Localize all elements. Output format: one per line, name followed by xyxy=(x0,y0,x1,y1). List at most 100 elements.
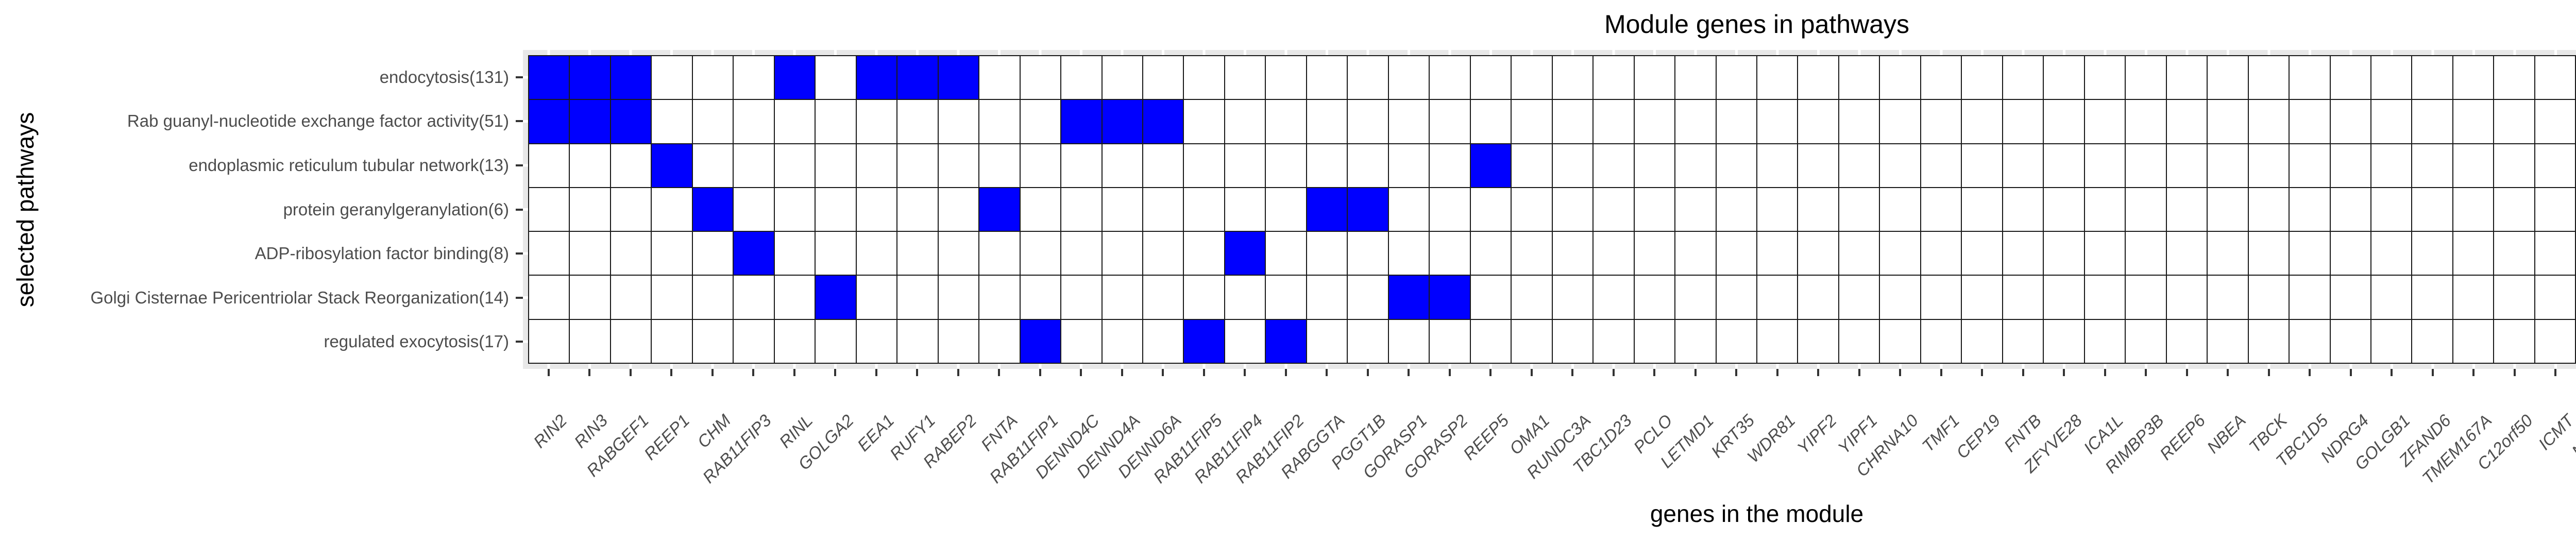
heatmap-cell xyxy=(2084,144,2126,188)
heatmap-cell xyxy=(529,319,570,364)
heatmap-cell xyxy=(1430,56,1471,100)
heatmap-cell xyxy=(1184,56,1225,100)
heatmap-cell xyxy=(2126,100,2167,144)
heatmap-cell xyxy=(1798,188,1839,232)
heatmap-cell xyxy=(1675,100,1717,144)
heatmap-cell xyxy=(1470,144,1512,188)
heatmap-cell xyxy=(1225,100,1266,144)
heatmap-cell xyxy=(1594,319,1635,364)
heatmap-cell xyxy=(2290,188,2331,232)
heatmap-cell xyxy=(1430,232,1471,276)
heatmap-cell xyxy=(1716,188,1757,232)
panel-strip-left xyxy=(523,55,528,364)
heatmap-cell xyxy=(1716,319,1757,364)
x-tick xyxy=(2349,369,2352,376)
heatmap-cell xyxy=(1225,144,1266,188)
heatmap-cell xyxy=(1388,232,1430,276)
x-tick xyxy=(916,369,919,376)
x-tick xyxy=(2063,369,2065,376)
heatmap-cell xyxy=(1102,56,1143,100)
x-tick xyxy=(957,369,959,376)
heatmap-cell xyxy=(1266,56,1307,100)
heatmap-cell xyxy=(1225,232,1266,276)
heatmap-cell xyxy=(1921,276,1962,320)
heatmap-cell xyxy=(1430,276,1471,320)
x-tick xyxy=(2554,369,2557,376)
heatmap-cell xyxy=(856,232,898,276)
heatmap-cell xyxy=(897,319,939,364)
heatmap-cell xyxy=(1552,56,1594,100)
heatmap-cell xyxy=(1880,144,1921,188)
heatmap-cell xyxy=(611,100,652,144)
heatmap-cell xyxy=(1962,188,2003,232)
heatmap-cell xyxy=(1675,144,1717,188)
heatmap-cell xyxy=(2044,188,2085,232)
heatmap-cell xyxy=(1798,100,1839,144)
gene-label: CEP19 xyxy=(1952,411,2004,463)
x-tick xyxy=(1326,369,1328,376)
heatmap-cell xyxy=(2412,319,2453,364)
heatmap-cell xyxy=(2371,100,2413,144)
heatmap-cell xyxy=(2208,232,2249,276)
heatmap-cell xyxy=(652,188,693,232)
heatmap-cell xyxy=(529,188,570,232)
heatmap-cell xyxy=(1757,188,1799,232)
heatmap-cell xyxy=(1716,100,1757,144)
y-tick xyxy=(516,164,523,166)
heatmap-cell xyxy=(2208,276,2249,320)
x-tick xyxy=(2267,369,2270,376)
heatmap-cell xyxy=(2535,188,2576,232)
heatmap-cell xyxy=(2166,232,2208,276)
heatmap-cell xyxy=(1880,232,1921,276)
heatmap-cell xyxy=(2208,319,2249,364)
heatmap-cell xyxy=(1552,232,1594,276)
heatmap-cell xyxy=(2208,188,2249,232)
heatmap-cell xyxy=(1470,188,1512,232)
heatmap-cell xyxy=(2453,319,2495,364)
heatmap-cell xyxy=(938,188,980,232)
heatmap-cell xyxy=(1512,100,1553,144)
heatmap-cell xyxy=(2003,276,2044,320)
x-tick xyxy=(2185,369,2188,376)
heatmap-cell xyxy=(2166,319,2208,364)
heatmap-cell xyxy=(856,100,898,144)
heatmap-cell xyxy=(979,100,1021,144)
y-tick xyxy=(516,76,523,78)
heatmap-cell xyxy=(2084,319,2126,364)
heatmap-cell xyxy=(734,276,775,320)
heatmap-cell xyxy=(734,188,775,232)
x-tick xyxy=(1817,369,1820,376)
heatmap-cell xyxy=(692,56,734,100)
heatmap-cell xyxy=(692,232,734,276)
heatmap-cell xyxy=(774,276,816,320)
heatmap-cell xyxy=(1634,100,1676,144)
gene-label: NBEA xyxy=(2203,411,2250,457)
heatmap-cell xyxy=(938,276,980,320)
heatmap-cell xyxy=(1225,319,1266,364)
heatmap-cell xyxy=(692,276,734,320)
heatmap-cell xyxy=(1798,144,1839,188)
heatmap-cell xyxy=(1266,319,1307,364)
heatmap-cell xyxy=(1102,144,1143,188)
y-tick xyxy=(516,341,523,343)
heatmap-cell xyxy=(2535,144,2576,188)
heatmap-cell xyxy=(611,319,652,364)
heatmap-cell xyxy=(1102,276,1143,320)
heatmap-cell xyxy=(2371,188,2413,232)
heatmap-cell xyxy=(2126,56,2167,100)
heatmap-cell xyxy=(1020,56,1062,100)
heatmap-cell xyxy=(1061,56,1103,100)
heatmap-cell xyxy=(1675,56,1717,100)
heatmap-cell xyxy=(1594,276,1635,320)
x-tick xyxy=(1571,369,1574,376)
heatmap-cell xyxy=(2371,56,2413,100)
x-tick xyxy=(752,369,755,376)
heatmap-cell xyxy=(734,232,775,276)
heatmap-cell xyxy=(2412,276,2453,320)
heatmap-cell xyxy=(938,232,980,276)
x-tick xyxy=(2022,369,2024,376)
heatmap-cell xyxy=(1716,56,1757,100)
heatmap-cell xyxy=(897,144,939,188)
y-tick xyxy=(516,296,523,299)
